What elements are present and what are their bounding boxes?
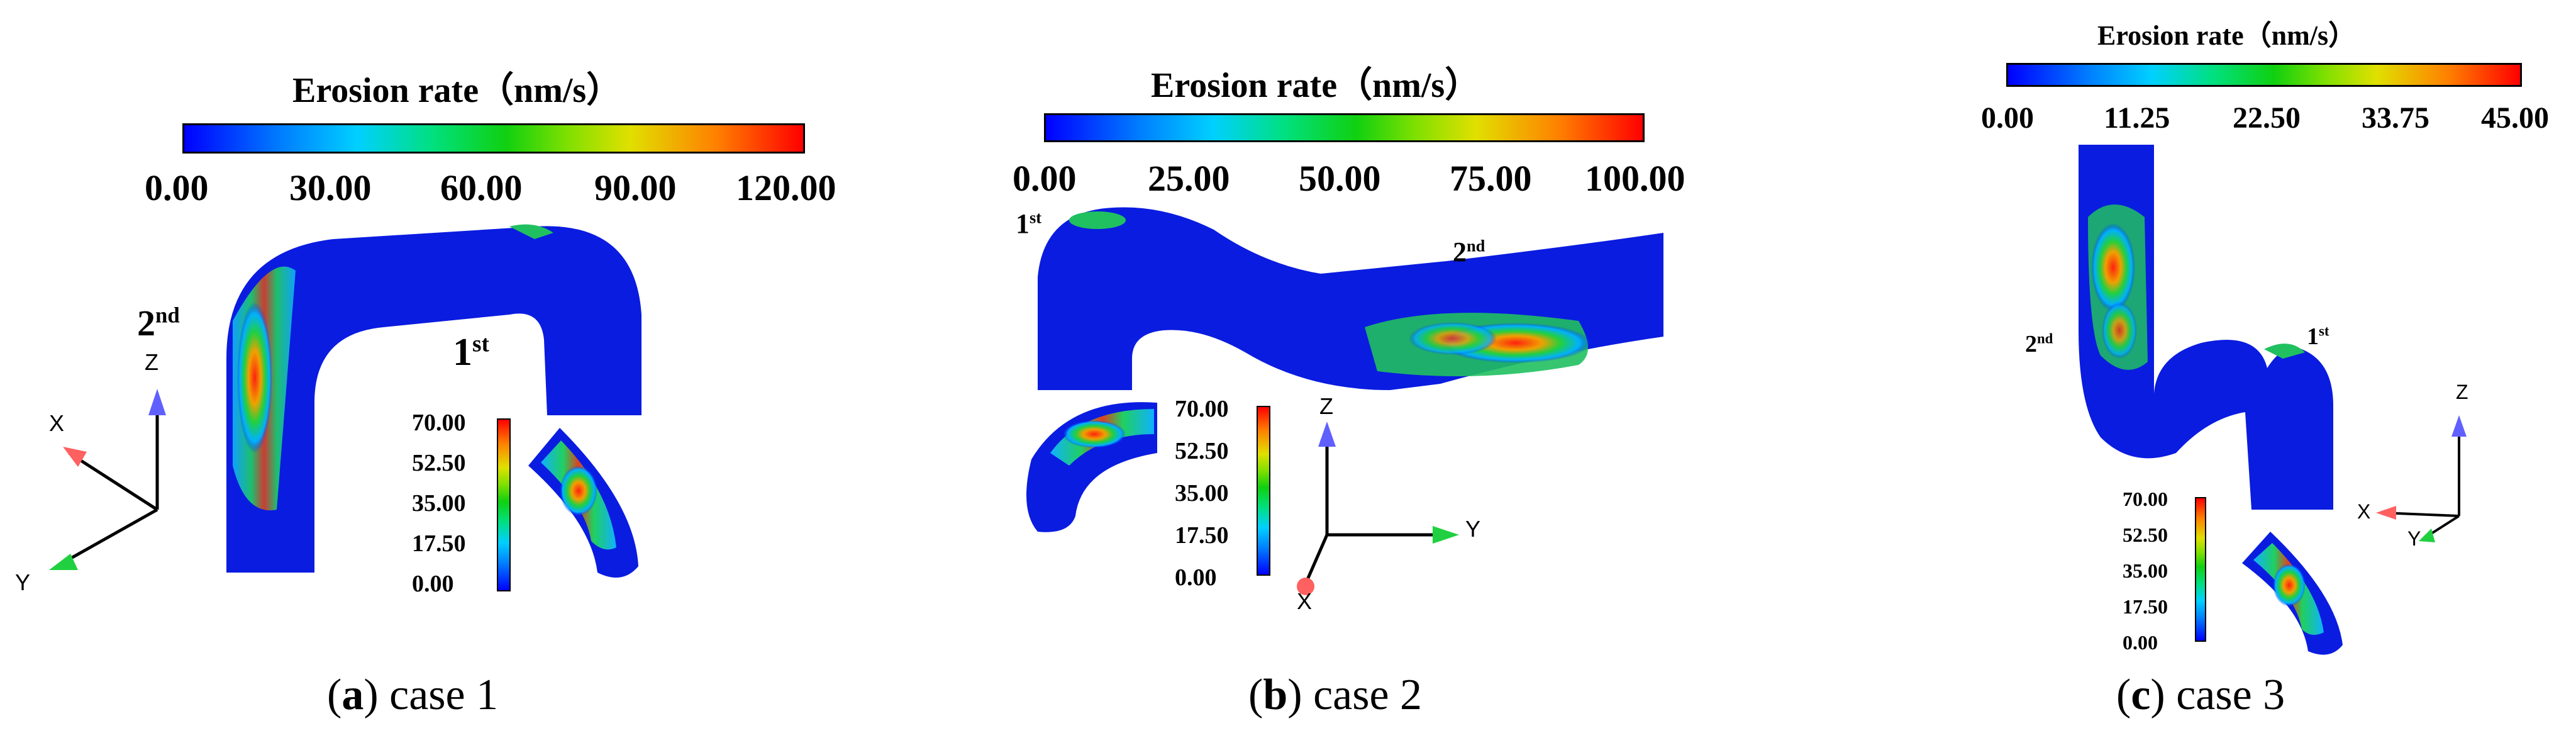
z-axis-label: Z [2456, 381, 2468, 403]
axis-triad [1297, 422, 1459, 595]
inset-elbow [528, 428, 638, 578]
label-first-bend: 1st [453, 331, 489, 374]
colorbar-tick: 90.00 [594, 167, 677, 208]
colorbar [2006, 63, 2522, 87]
pipe-model [2079, 145, 2333, 510]
inset-tick: 17.50 [412, 530, 466, 557]
colorbar [1044, 113, 1645, 142]
inset-tick: 17.50 [1175, 522, 1229, 549]
inset-colorbar [2195, 497, 2206, 642]
colorbar-tick: 0.00 [1981, 101, 2034, 135]
z-axis-label: Z [145, 349, 158, 375]
inset-tick: 35.00 [412, 490, 466, 517]
inset-elbow [1026, 402, 1157, 532]
axis-triad [2376, 415, 2467, 542]
y-axis-arrow [1433, 526, 1459, 544]
colorbar-title: Erosion rate（nm/s） [1151, 66, 1480, 105]
label-first-bend: 1st [1016, 208, 1042, 239]
inset-tick: 52.50 [2123, 523, 2168, 546]
inset-tick: 35.00 [2123, 559, 2168, 582]
inset-tick: 0.00 [1175, 564, 1217, 591]
colorbar [182, 123, 805, 154]
inset-tick: 0.00 [412, 571, 454, 597]
inset-colorbar [497, 418, 511, 591]
x-axis-label: X [2357, 500, 2371, 523]
inset-tick: 0.00 [2123, 631, 2158, 654]
inset-elbow [2242, 532, 2343, 655]
colorbar-tick: 25.00 [1148, 158, 1230, 199]
inset-tick: 70.00 [412, 410, 466, 436]
pipe-model [226, 224, 641, 573]
colorbar-tick: 0.00 [145, 167, 209, 208]
label-second-bend: 2nd [137, 303, 180, 344]
inset-tick: 17.50 [2123, 595, 2168, 618]
colorbar-tick: 60.00 [440, 167, 523, 208]
y-axis-arrow [2419, 529, 2435, 542]
colorbar-tick: 75.00 [1450, 158, 1532, 199]
colorbar-tick: 22.50 [2233, 101, 2301, 135]
y-axis-label: Y [2407, 527, 2421, 550]
colorbar-title: Erosion rate（nm/s） [2097, 20, 2357, 51]
caption: (c) case 3 [2116, 671, 2285, 719]
label-second-bend: 2nd [2025, 330, 2053, 357]
inset-tick: 70.00 [2123, 488, 2168, 510]
z-axis-label: Z [1319, 393, 1333, 419]
y-axis-label: Y [15, 569, 31, 595]
pipe-model [1038, 207, 1663, 390]
label-second-bend: 2nd [1453, 236, 1485, 267]
z-axis-arrow [2451, 415, 2467, 437]
x-axis-arrow [63, 447, 87, 467]
inset-tick: 52.50 [412, 450, 466, 476]
colorbar-tick: 120.00 [736, 167, 836, 208]
colorbar-tick: 33.75 [2362, 101, 2429, 135]
inset-colorbar [1257, 406, 1270, 576]
z-axis-arrow [1318, 422, 1336, 447]
colorbar-tick: 45.00 [2481, 101, 2549, 135]
label-first-bend: 1st [2307, 323, 2329, 350]
caption: (b) case 2 [1248, 671, 1423, 719]
x-axis-label: X [1297, 588, 1313, 614]
caption: (a) case 1 [327, 671, 499, 719]
z-axis-arrow [148, 389, 166, 415]
inset-tick: 35.00 [1175, 480, 1229, 507]
inset-tick: 70.00 [1175, 396, 1229, 422]
axis-triad [49, 389, 166, 570]
y-axis-arrow [49, 554, 78, 570]
colorbar-title: Erosion rate（nm/s） [292, 71, 622, 110]
colorbar-tick: 11.25 [2104, 101, 2170, 135]
inset-tick: 52.50 [1175, 438, 1229, 464]
colorbar-tick: 30.00 [289, 167, 372, 208]
colorbar-tick: 50.00 [1299, 158, 1381, 199]
x-axis-arrow [1297, 578, 1314, 595]
x-axis-arrow [2376, 506, 2396, 520]
x-axis-label: X [49, 410, 65, 436]
colorbar-tick: 100.00 [1585, 158, 1685, 199]
colorbar-tick: 0.00 [1013, 158, 1077, 199]
y-axis-label: Y [1465, 516, 1481, 542]
